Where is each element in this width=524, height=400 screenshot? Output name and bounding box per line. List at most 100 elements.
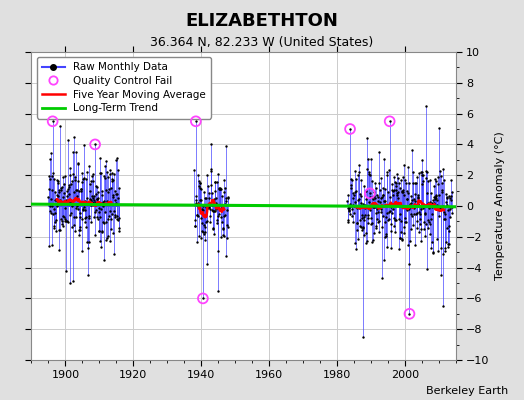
- Point: [354, 236, 363, 242]
- Point: [380, 256, 388, 263]
- Point: [365, 198, 373, 205]
- Point: [47, 173, 56, 180]
- Text: ELIZABETHTON: ELIZABETHTON: [185, 12, 339, 30]
- Point: [358, 212, 366, 218]
- Point: [58, 184, 66, 190]
- Point: [395, 180, 403, 186]
- Y-axis label: Temperature Anomaly (°C): Temperature Anomaly (°C): [495, 132, 505, 280]
- Point: [346, 182, 355, 188]
- Point: [384, 216, 392, 223]
- Point: [344, 205, 352, 212]
- Point: [57, 185, 66, 191]
- Point: [403, 196, 411, 202]
- Point: [209, 226, 217, 233]
- Point: [92, 207, 100, 214]
- Point: [77, 188, 85, 194]
- Point: [425, 231, 434, 238]
- Point: [421, 233, 430, 240]
- Point: [87, 178, 95, 184]
- Point: [206, 206, 214, 212]
- Point: [191, 223, 199, 230]
- Point: [115, 185, 123, 192]
- Point: [113, 155, 122, 161]
- Point: [219, 224, 227, 231]
- Point: [210, 208, 218, 214]
- Point: [212, 202, 220, 208]
- Point: [71, 174, 80, 180]
- Point: [195, 180, 204, 186]
- Point: [69, 149, 77, 155]
- Point: [71, 228, 79, 234]
- Point: [357, 227, 366, 234]
- Point: [203, 261, 212, 267]
- Point: [51, 210, 59, 216]
- Point: [375, 218, 384, 224]
- Point: [396, 235, 404, 241]
- Point: [394, 175, 402, 181]
- Point: [96, 214, 104, 220]
- Point: [386, 220, 395, 227]
- Point: [360, 232, 368, 238]
- Point: [53, 193, 62, 199]
- Point: [405, 261, 413, 267]
- Point: [102, 219, 110, 225]
- Point: [441, 245, 449, 252]
- Point: [45, 173, 53, 180]
- Point: [358, 334, 367, 340]
- Point: [205, 190, 214, 196]
- Point: [78, 169, 86, 176]
- Point: [112, 156, 121, 163]
- Point: [420, 203, 429, 210]
- Point: [389, 205, 397, 212]
- Point: [96, 244, 105, 250]
- Point: [78, 215, 86, 222]
- Point: [103, 174, 112, 180]
- Point: [93, 189, 102, 195]
- Point: [210, 207, 219, 214]
- Point: [53, 197, 62, 204]
- Point: [436, 204, 445, 211]
- Point: [380, 198, 388, 204]
- Point: [201, 229, 209, 235]
- Point: [98, 192, 106, 198]
- Point: [431, 194, 440, 201]
- Point: [381, 233, 390, 239]
- Text: Berkeley Earth: Berkeley Earth: [426, 386, 508, 396]
- Point: [422, 103, 431, 109]
- Point: [204, 202, 213, 209]
- Point: [435, 213, 443, 220]
- Point: [200, 230, 208, 237]
- Point: [429, 249, 438, 255]
- Point: [203, 205, 212, 211]
- Point: [70, 133, 79, 140]
- Point: [202, 172, 211, 178]
- Point: [67, 172, 75, 178]
- Point: [359, 214, 368, 220]
- Point: [385, 209, 394, 215]
- Point: [417, 169, 425, 175]
- Point: [198, 220, 206, 226]
- Legend: Raw Monthly Data, Quality Control Fail, Five Year Moving Average, Long-Term Tren: Raw Monthly Data, Quality Control Fail, …: [37, 57, 211, 118]
- Point: [73, 178, 82, 184]
- Point: [426, 221, 434, 228]
- Point: [418, 169, 427, 175]
- Point: [427, 190, 435, 196]
- Point: [410, 211, 418, 217]
- Point: [446, 195, 454, 201]
- Point: [192, 239, 201, 246]
- Point: [50, 188, 59, 195]
- Point: [78, 248, 86, 254]
- Point: [48, 242, 56, 248]
- Point: [369, 230, 378, 236]
- Point: [77, 186, 85, 192]
- Point: [89, 195, 97, 201]
- Point: [112, 200, 120, 206]
- Point: [416, 206, 424, 212]
- Point: [108, 230, 117, 236]
- Point: [430, 176, 439, 182]
- Point: [421, 211, 429, 217]
- Point: [93, 214, 101, 220]
- Point: [76, 214, 84, 220]
- Point: [62, 193, 71, 200]
- Point: [412, 202, 420, 208]
